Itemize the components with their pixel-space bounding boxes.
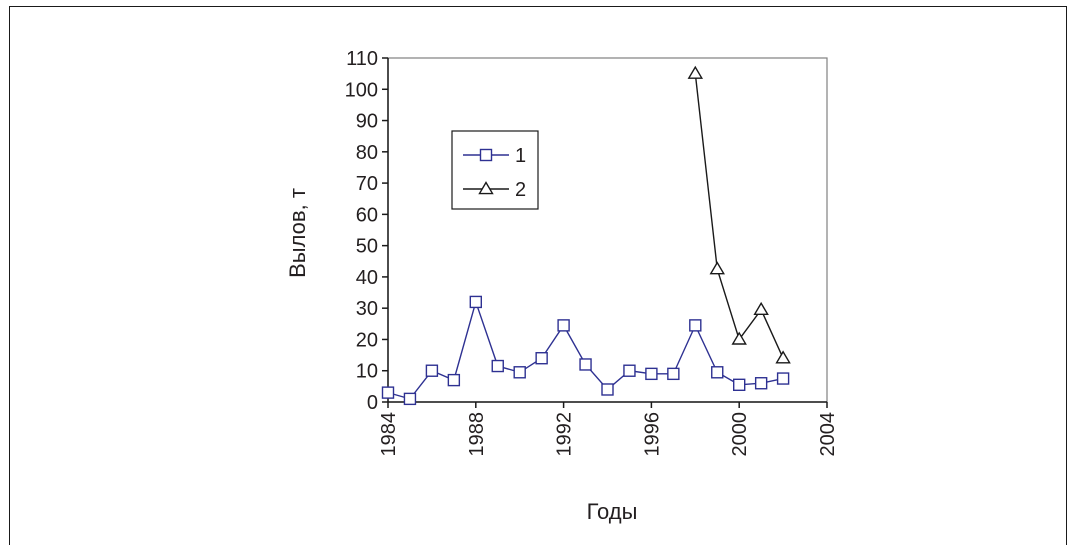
legend-box <box>451 130 539 210</box>
x-tick-label-1996: 1996 <box>641 412 663 457</box>
data-point-2-2001 <box>753 301 769 315</box>
data-point-1-2002 <box>776 372 790 385</box>
y-tick-label-30: 30 <box>356 298 378 320</box>
data-point-1-1999 <box>711 366 724 379</box>
data-point-2-1999 <box>709 261 725 275</box>
x-tick-label-2004: 2004 <box>817 412 839 457</box>
legend-marker-2 <box>478 181 494 195</box>
y-tick-label-20: 20 <box>356 329 378 351</box>
data-point-1-1991 <box>535 352 548 365</box>
data-point-1-1998 <box>689 319 702 332</box>
x-tick-label-2000: 2000 <box>729 412 751 457</box>
x-tick-label-1984: 1984 <box>378 412 400 457</box>
data-point-1-1992 <box>557 319 570 332</box>
y-tick-label-80: 80 <box>356 142 378 164</box>
data-point-1-1985 <box>403 392 417 406</box>
y-tick-label-100: 100 <box>345 79 378 101</box>
y-tick-label-60: 60 <box>356 204 378 226</box>
legend-label-2: 2 <box>515 179 526 201</box>
data-point-1-1987 <box>447 373 461 387</box>
series-line-2 <box>694 73 784 359</box>
legend-marker-1 <box>479 148 493 162</box>
series-layer <box>381 65 791 406</box>
data-point-1-1993 <box>579 358 592 371</box>
data-point-1-1986 <box>425 364 439 377</box>
legend-label-1: 1 <box>515 145 526 167</box>
y-tick-label-10: 10 <box>356 361 378 383</box>
y-axis-title: Вылов, т <box>285 188 310 278</box>
data-point-1-1984 <box>381 386 395 399</box>
data-point-1-1989 <box>491 359 504 373</box>
data-point-2-2002 <box>775 350 791 364</box>
y-tick-label-70: 70 <box>356 173 378 195</box>
data-point-1-2000 <box>733 378 746 391</box>
data-point-2-2000 <box>731 331 747 345</box>
legend: 12 <box>451 130 539 210</box>
data-point-1-1996 <box>645 367 658 381</box>
y-tick-label-90: 90 <box>356 111 378 133</box>
series-2 <box>687 65 791 364</box>
data-point-1-2001 <box>754 377 768 390</box>
y-tick-label-40: 40 <box>356 267 378 289</box>
axes: 0 10 20 30 40 50 60 70 80 90 100 110 1984 1988 1992 199… <box>345 48 839 457</box>
data-point-1-1994 <box>601 383 614 396</box>
x-tick-label-1992: 1992 <box>554 412 576 457</box>
y-tick-label-0: 0 <box>367 392 378 414</box>
plot-border <box>387 57 828 403</box>
series-1 <box>381 295 790 406</box>
data-point-1-1995 <box>623 364 636 377</box>
plot-area <box>387 57 828 403</box>
series-line-1 <box>387 299 784 400</box>
y-tick-label-110: 110 <box>346 48 378 70</box>
chart-frame <box>9 6 1067 545</box>
data-point-1-1988 <box>469 295 482 309</box>
y-tick-label-50: 50 <box>356 236 378 258</box>
data-point-2-1998 <box>687 65 704 79</box>
data-point-1-1990 <box>513 366 526 379</box>
x-axis-title: Годы <box>587 499 638 524</box>
data-point-1-1997 <box>667 367 680 381</box>
x-tick-label-1988: 1988 <box>466 412 488 457</box>
